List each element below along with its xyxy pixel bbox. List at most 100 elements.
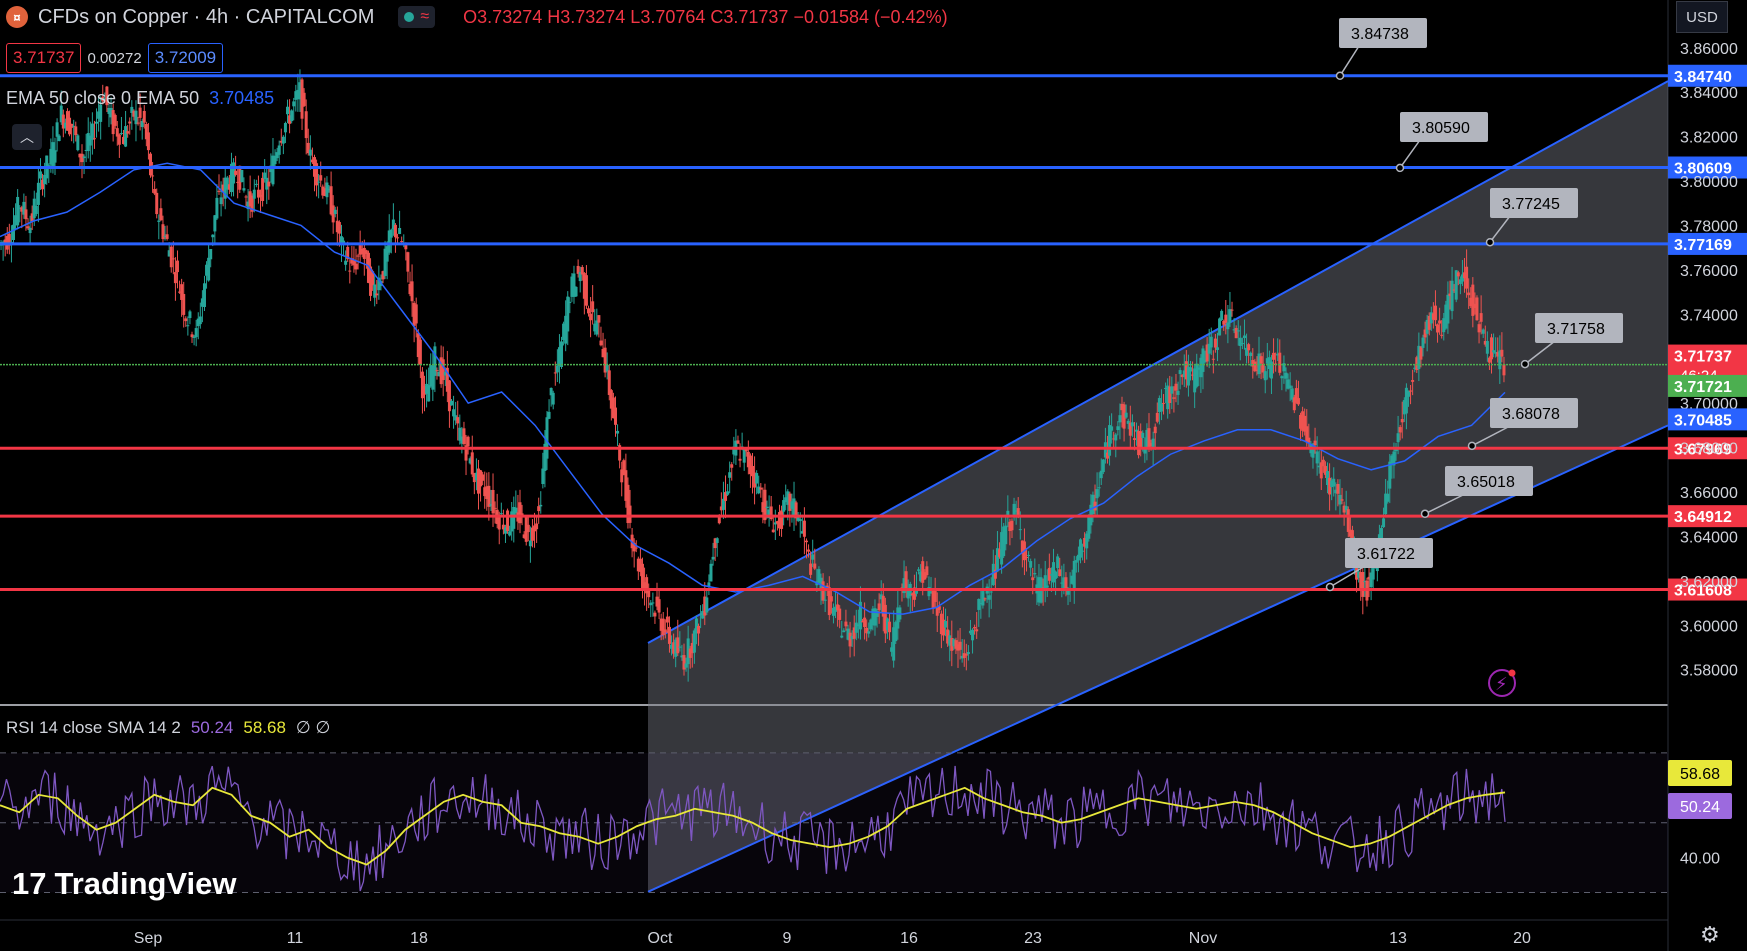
candle-body <box>151 175 155 177</box>
candle-body <box>134 110 138 125</box>
candle-body <box>831 607 835 616</box>
chart-header: ¤ CFDs on Copper · 4h · CAPITALCOM ≈ O3.… <box>6 3 948 31</box>
callout-box <box>1400 112 1488 142</box>
level-badge-text: 3.84740 <box>1674 69 1732 86</box>
candle-body <box>597 315 601 323</box>
candle-body <box>256 189 260 198</box>
candle-body <box>902 578 906 594</box>
candle-body <box>892 627 896 661</box>
candle-body <box>1299 414 1303 429</box>
candle-body <box>705 597 709 613</box>
candle-body <box>221 184 225 193</box>
candle-body <box>1014 510 1018 512</box>
candle-body <box>977 599 981 610</box>
candle-body <box>377 277 381 291</box>
candle-body <box>246 201 250 210</box>
candle-body <box>842 630 846 633</box>
candle-body <box>580 267 584 275</box>
candle-body <box>1097 487 1101 489</box>
candle-body <box>1072 560 1076 589</box>
candle-body <box>653 612 657 617</box>
candle-body <box>979 603 983 605</box>
currency-selector[interactable]: USD <box>1676 1 1728 33</box>
candle-body <box>1091 494 1095 515</box>
market-status-button[interactable]: ≈ <box>398 6 436 28</box>
candle-body <box>1010 520 1014 531</box>
symbol-title[interactable]: CFDs on Copper · 4h · CAPITALCOM <box>38 5 375 28</box>
candle-body <box>130 106 134 113</box>
price-callout-3.84738: 3.84738 <box>1335 18 1427 81</box>
candle-body <box>1469 297 1473 307</box>
ema-legend[interactable]: EMA 50 close 0 EMA 50 3.70485 <box>6 88 274 109</box>
candle-body <box>748 455 752 475</box>
candle-body <box>1054 571 1058 579</box>
price-callout-3.71758: 3.71758 <box>1520 313 1623 369</box>
candle-body <box>109 107 113 118</box>
ema-legend-label: EMA 50 close 0 EMA 50 <box>6 88 200 108</box>
candle-body <box>941 619 945 636</box>
candle-body <box>1388 461 1392 489</box>
callout-anchor <box>1420 509 1430 519</box>
y-tick-label: 3.78000 <box>1680 218 1738 235</box>
level-badge-3.64912: 3.64912 <box>1668 505 1747 528</box>
candle-body <box>49 148 53 165</box>
rsi-legend[interactable]: RSI 14 close SMA 14 2 50.24 58.68 ∅ ∅ <box>6 718 330 738</box>
alert-glyph: ⚡ <box>1495 674 1508 695</box>
candle-body <box>43 174 47 185</box>
candle-body <box>925 566 929 576</box>
candle-body <box>481 474 485 481</box>
candle-body <box>1315 451 1319 464</box>
price-badge-bg <box>1668 374 1747 397</box>
candle-body <box>1232 329 1236 331</box>
candle-body <box>456 417 460 424</box>
candle-body <box>1436 324 1440 333</box>
candle-body <box>1284 372 1288 379</box>
settings-gear-icon[interactable]: ⚙ <box>1700 922 1720 947</box>
candle-body <box>265 177 269 190</box>
candle-body <box>1500 349 1504 357</box>
candle-body <box>728 472 732 478</box>
candle-body <box>854 622 858 633</box>
candle-body <box>1272 352 1276 360</box>
candle-body <box>72 125 76 127</box>
candle-body <box>948 635 952 646</box>
candle-body <box>574 286 578 297</box>
callout-anchor <box>1520 359 1530 369</box>
level-badge-3.61608: 3.61608 <box>1668 578 1747 601</box>
candle-body <box>124 126 128 147</box>
candle-body <box>1417 345 1421 370</box>
candle-body <box>557 347 561 367</box>
candle-body <box>414 304 418 324</box>
tradingview-logo[interactable]: 17 TradingView <box>12 866 237 902</box>
candle-body <box>875 610 879 617</box>
candle-body <box>1475 297 1479 321</box>
candle-body <box>468 458 472 464</box>
candle-body <box>418 339 422 365</box>
candle-body <box>389 229 393 238</box>
candle-body <box>1178 370 1182 374</box>
candle-body <box>1245 347 1249 356</box>
candle-body <box>697 625 701 634</box>
candle-body <box>1319 462 1323 479</box>
candle-body <box>603 347 607 373</box>
candle-body <box>530 527 534 541</box>
candle-body <box>1496 352 1500 357</box>
collapse-legend-button[interactable]: ︿ <box>12 124 42 150</box>
candle-body <box>375 293 379 296</box>
buy-price-button[interactable]: 3.72009 <box>147 43 224 73</box>
candle-body <box>196 318 200 327</box>
candle-body <box>582 273 586 299</box>
candle-body <box>1027 554 1031 556</box>
candle-body <box>1157 398 1161 412</box>
sell-price-button[interactable]: 3.71737 <box>6 43 82 73</box>
candle-body <box>277 145 281 155</box>
candle-body <box>283 123 287 133</box>
candle-body <box>1211 358 1215 360</box>
candle-body <box>458 427 462 441</box>
candle-body <box>296 89 300 100</box>
candle-body <box>111 110 115 135</box>
candle-body <box>765 506 769 509</box>
candle-body <box>180 284 184 300</box>
ema-legend-value: 3.70485 <box>209 88 275 108</box>
